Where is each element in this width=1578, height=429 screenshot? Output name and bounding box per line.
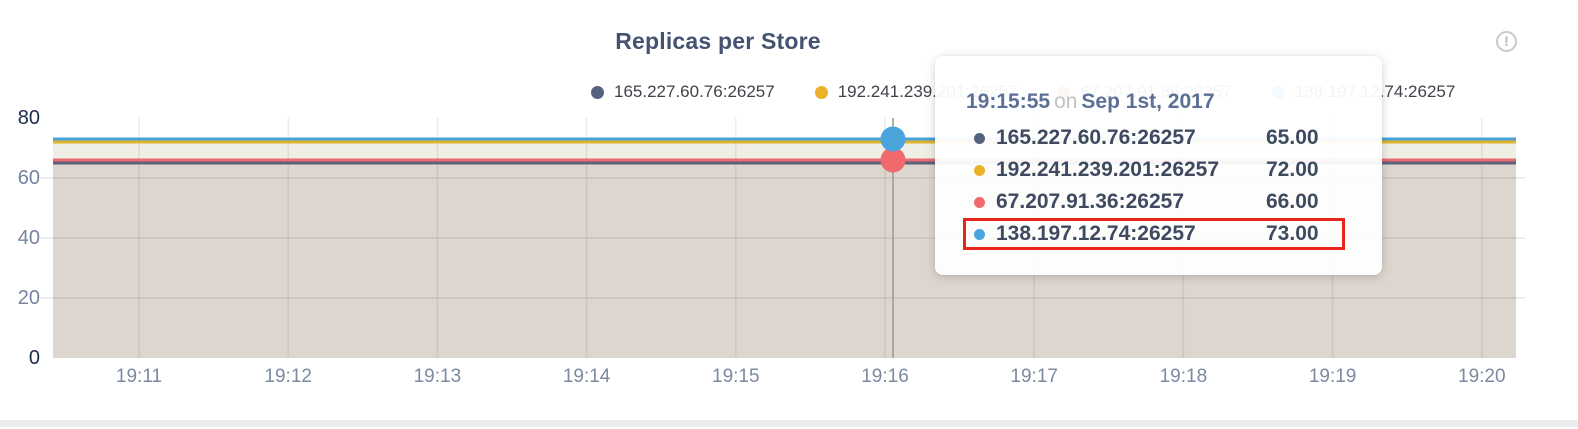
tooltip-series-label: 67.207.91.36:26257 xyxy=(996,190,1185,213)
y-tick-label: 20 xyxy=(17,287,40,309)
tooltip-rows: 165.227.60.76:26257 65.00 192.241.239.201:… xyxy=(963,122,1382,250)
hover-point xyxy=(880,147,906,173)
alert-circle-icon[interactable]: ! xyxy=(1496,31,1517,52)
y-tick-label: 60 xyxy=(17,167,40,189)
x-tick-label: 19:15 xyxy=(712,366,760,387)
y-tick-label: 80 xyxy=(17,107,40,129)
tooltip-date: Sep 1st, 2017 xyxy=(1081,90,1215,113)
y-tick-label: 40 xyxy=(17,227,40,249)
legend-series-dot-icon xyxy=(814,85,828,99)
tooltip-series-dot-icon xyxy=(974,228,985,240)
tooltip-series-label: 138.197.12.74:26257 xyxy=(996,222,1196,245)
legend-series-dot-icon xyxy=(591,85,604,99)
tooltip-row-highlighted: 138.197.12.74:26257 73.00 xyxy=(963,218,1345,250)
y-tick-label: 0 xyxy=(28,347,40,369)
tooltip-series-dot-icon xyxy=(974,164,985,176)
x-tick-label: 19:17 xyxy=(1010,366,1058,387)
x-tick-label: 19:12 xyxy=(264,366,312,387)
x-tick-label: 19:14 xyxy=(562,366,611,387)
hover-point xyxy=(880,126,906,152)
legend-series-label: 165.227.60.76:26257 xyxy=(614,82,775,101)
tooltip-series-dot-icon xyxy=(974,132,985,144)
legend-item[interactable]: 165.227.60.76:26257 xyxy=(591,82,775,102)
tooltip-row: 67.207.91.36:26257 66.00 xyxy=(963,186,1345,218)
tooltip-series-value: 72.00 xyxy=(1266,158,1319,181)
chart-title: Replicas per Store xyxy=(615,28,821,54)
x-tick-label: 19:13 xyxy=(413,366,462,387)
x-tick-label: 19:19 xyxy=(1308,366,1357,387)
x-tick-label: 19:11 xyxy=(115,366,163,387)
x-tick-label: 19:20 xyxy=(1458,366,1506,387)
tooltip-time: 19:15:55 xyxy=(966,90,1051,113)
tooltip-row: 192.241.239.201:26257 72.00 xyxy=(963,154,1345,186)
x-tick-label: 19:16 xyxy=(861,366,909,387)
tooltip-series-dot-icon xyxy=(974,196,985,208)
tooltip-series-value: 66.00 xyxy=(1266,190,1319,213)
x-tick-label: 19:18 xyxy=(1159,366,1208,387)
chart-tooltip: 19:15:55 on Sep 1st, 2017 165.227.60.76:26… xyxy=(935,56,1382,275)
tooltip-conjunction: on xyxy=(1054,90,1078,113)
tooltip-series-value: 73.00 xyxy=(1266,222,1319,245)
tooltip-title: 19:15:55 on Sep 1st, 2017 xyxy=(966,90,1382,114)
tooltip-row: 165.227.60.76:26257 65.00 xyxy=(963,122,1345,154)
tooltip-series-label: 192.241.239.201:26257 xyxy=(996,158,1220,181)
tooltip-series-label: 165.227.60.76:26257 xyxy=(996,126,1196,149)
tooltip-series-value: 65.00 xyxy=(1266,126,1319,149)
bottom-divider xyxy=(0,420,1578,427)
